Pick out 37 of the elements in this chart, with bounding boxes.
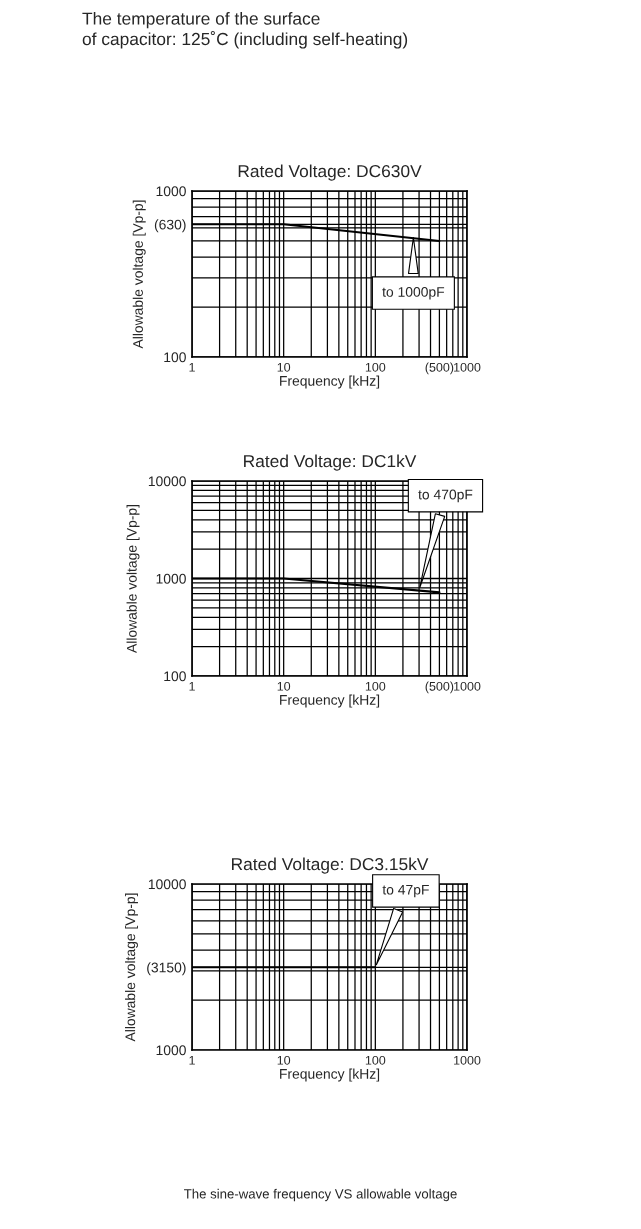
x-axis-title: Frequency [kHz] xyxy=(280,1068,380,1082)
y-tick-label: (630) xyxy=(154,219,186,233)
x-tick-label: 1000 xyxy=(454,362,481,372)
x-tick-label: 100 xyxy=(365,681,386,691)
x-tick-label: 100 xyxy=(365,362,386,372)
x-tick-label: 10 xyxy=(277,1055,291,1065)
y-axis-title: Allowable voltage [Vp-p] xyxy=(126,504,140,653)
y-tick-label: 1000 xyxy=(156,186,186,197)
text: The sine-wave frequency VS allowable voltage xyxy=(184,1188,457,1202)
x-tick-label: 1000 xyxy=(454,1055,481,1065)
x-tick-label: 1 xyxy=(189,1056,195,1065)
x-axis-title: Frequency [kHz] xyxy=(280,694,380,708)
x-tick-label: 10 xyxy=(277,362,291,372)
x-tick-label: 10 xyxy=(277,681,291,691)
annotation: to 47pF xyxy=(382,884,429,898)
y-tick-label: 100 xyxy=(164,671,186,682)
y-tick-label: 100 xyxy=(164,352,186,363)
x-tick-label: 1000 xyxy=(454,681,481,691)
chart-title: Rated Voltage: DC1kV xyxy=(244,454,417,471)
chart-title: Rated Voltage: DC630V xyxy=(238,164,422,181)
annotation: to 1000pF xyxy=(382,286,445,300)
y-axis-title: Allowable voltage [Vp-p] xyxy=(132,200,146,349)
y-tick-label: 1000 xyxy=(156,1045,186,1056)
x-tick-label: 100 xyxy=(365,1055,386,1065)
y-tick-label: (3150) xyxy=(147,962,186,976)
y-tick-label: 10000 xyxy=(148,879,186,890)
annotation: to 470pF xyxy=(418,489,473,503)
y-axis-title: Allowable voltage [Vp-p] xyxy=(125,893,138,1042)
chart-title: Rated Voltage: DC3.15kV xyxy=(232,857,429,874)
x-tick-label: 1 xyxy=(189,682,195,691)
x-axis-title: Frequency [kHz] xyxy=(280,375,380,389)
y-tick-label: 1000 xyxy=(156,573,186,584)
x-tick-label: (500) xyxy=(425,681,454,694)
y-tick-label: 10000 xyxy=(148,476,186,487)
x-tick-label: 1 xyxy=(189,363,195,372)
x-tick-label: (500) xyxy=(425,362,454,375)
text: The temperature of the surface of capacitor: 125˚C (including self-heating) xyxy=(82,12,408,49)
